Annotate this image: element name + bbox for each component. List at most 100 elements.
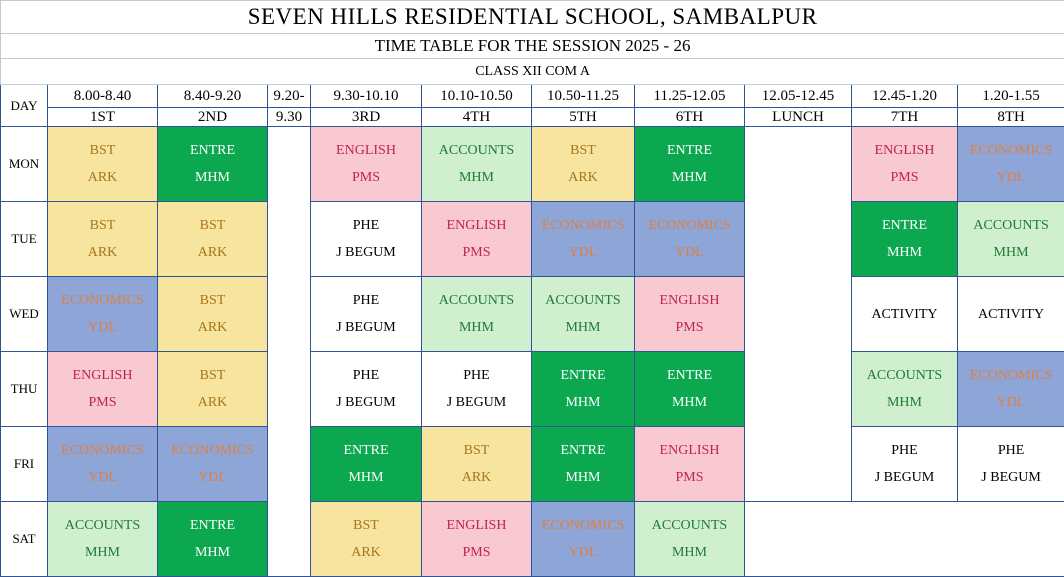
subject-label: ENTRE [311, 440, 421, 461]
teacher-label: ARK [422, 467, 531, 488]
subject-label: ECONOMICS [158, 440, 267, 461]
subject-label: ACCOUNTS [635, 515, 744, 536]
time-header: 10.50-11.25 [532, 85, 635, 108]
teacher-label: PMS [422, 242, 531, 263]
subject-label: BST [158, 365, 267, 386]
subject-label: PHE [311, 290, 421, 311]
period-cell: ENTRE MHM [158, 127, 268, 202]
subject-label: ENTRE [158, 515, 267, 536]
teacher-label: YDL [635, 242, 744, 263]
subject-label: ENTRE [532, 365, 634, 386]
period-header: 8TH [958, 108, 1064, 127]
teacher-label: J BEGUM [311, 242, 421, 263]
subject-label: PHE [311, 365, 421, 386]
teacher-label: MHM [532, 317, 634, 338]
period-cell: BST ARK [422, 427, 532, 502]
teacher-label: YDL [158, 467, 267, 488]
subject-label: PHE [852, 440, 957, 461]
morning-break-column [268, 127, 311, 577]
subject-label: BST [158, 290, 267, 311]
period-header: 1ST [48, 108, 158, 127]
period-header: 3RD [311, 108, 422, 127]
subject-label: ACCOUNTS [48, 515, 157, 536]
subject-label: ACCOUNTS [958, 215, 1064, 236]
period-cell: PHE J BEGUM [311, 352, 422, 427]
time-header-break: 9.20- [268, 85, 311, 108]
teacher-label: PMS [48, 392, 157, 413]
teacher-label: MHM [311, 467, 421, 488]
period-header-break: 9.30 [268, 108, 311, 127]
day-label-thu: THU [1, 352, 48, 427]
period-header-lunch: LUNCH [745, 108, 852, 127]
period-cell: ENGLISH PMS [635, 277, 745, 352]
teacher-label: YDL [958, 167, 1064, 188]
day-label-fri: FRI [1, 427, 48, 502]
subject-label: ENGLISH [422, 215, 531, 236]
saturday-empty-block [745, 502, 1064, 577]
teacher-label: PMS [635, 467, 744, 488]
teacher-label: J BEGUM [311, 392, 421, 413]
subject-label: BST [48, 140, 157, 161]
subject-label: BST [158, 215, 267, 236]
period-cell: ECONOMICS YDL [635, 202, 745, 277]
teacher-label: PMS [852, 167, 957, 188]
teacher-label: J BEGUM [852, 467, 957, 488]
subject-label: BST [422, 440, 531, 461]
teacher-label: MHM [532, 392, 634, 413]
period-cell: ENTRE MHM [311, 427, 422, 502]
period-cell: ACTIVITY [958, 277, 1064, 352]
teacher-label: YDL [532, 542, 634, 563]
period-cell: ENGLISH PMS [311, 127, 422, 202]
subject-label: ECONOMICS [532, 515, 634, 536]
period-cell: ENTRE MHM [852, 202, 958, 277]
period-cell: ECONOMICS YDL [532, 502, 635, 577]
subject-label: ECONOMICS [635, 215, 744, 236]
period-header: 6TH [635, 108, 745, 127]
subject-label: ACTIVITY [958, 304, 1064, 325]
school-title: SEVEN HILLS RESIDENTIAL SCHOOL, SAMBALPU… [1, 1, 1064, 34]
subject-label: PHE [958, 440, 1064, 461]
teacher-label: PMS [311, 167, 421, 188]
teacher-label: ARK [158, 392, 267, 413]
teacher-label: J BEGUM [311, 317, 421, 338]
subject-label: ENTRE [852, 215, 957, 236]
subject-label: ENTRE [158, 140, 267, 161]
teacher-label: ARK [311, 542, 421, 563]
subject-label: ENGLISH [635, 290, 744, 311]
subject-label: ENTRE [635, 140, 744, 161]
subject-label: ENTRE [532, 440, 634, 461]
subject-label: ACCOUNTS [422, 140, 531, 161]
subject-label: ECONOMICS [532, 215, 634, 236]
teacher-label: J BEGUM [958, 467, 1064, 488]
subject-label: ENGLISH [311, 140, 421, 161]
teacher-label: MHM [852, 242, 957, 263]
time-header: 1.20-1.55 [958, 85, 1064, 108]
teacher-label: MHM [158, 167, 267, 188]
teacher-label: PMS [635, 317, 744, 338]
subject-label: ECONOMICS [958, 365, 1064, 386]
teacher-label: PMS [422, 542, 531, 563]
teacher-label: ARK [158, 317, 267, 338]
day-label-tue: TUE [1, 202, 48, 277]
period-cell: PHE J BEGUM [958, 427, 1064, 502]
